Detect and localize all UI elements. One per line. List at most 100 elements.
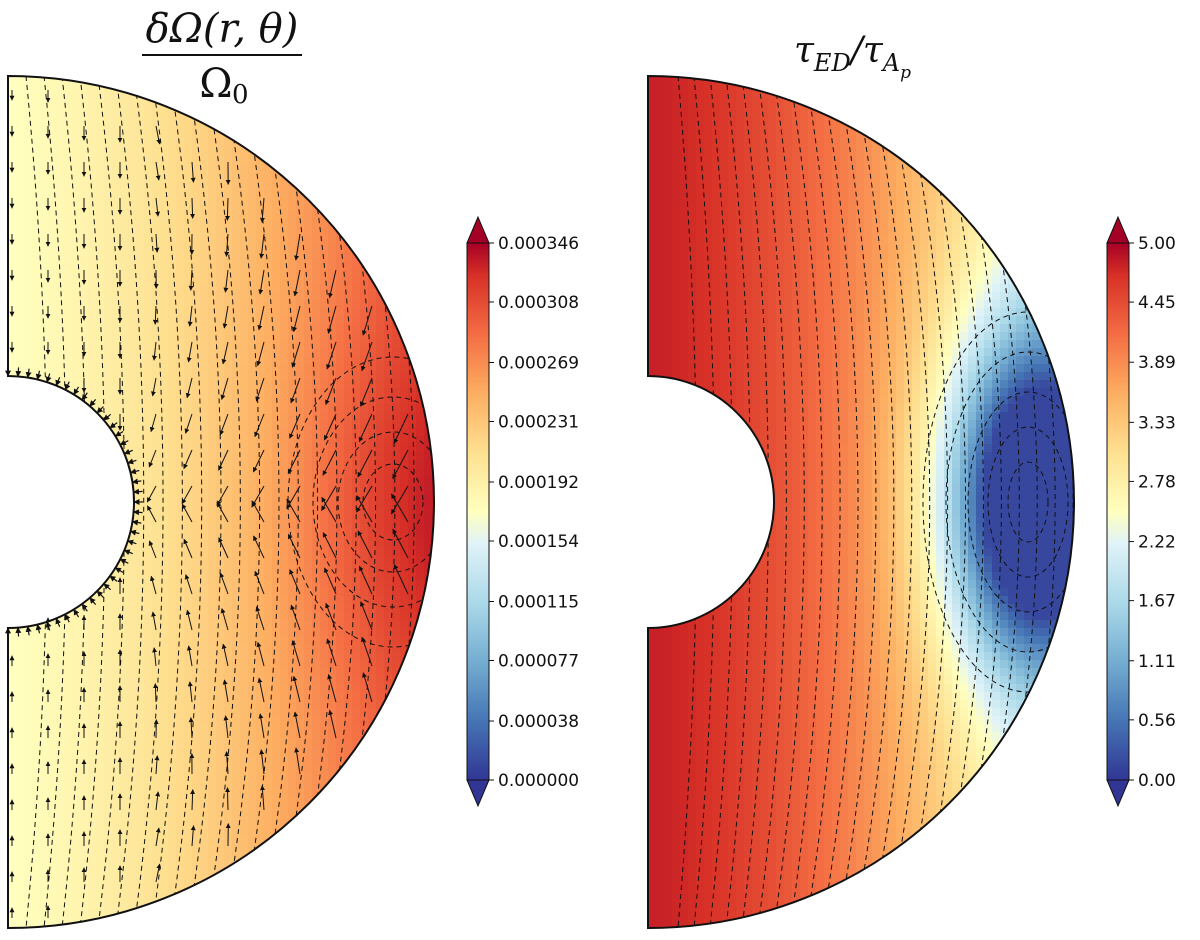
field-cell — [104, 172, 113, 181]
field-cell — [344, 508, 353, 517]
field-cell — [256, 612, 265, 621]
field-cell — [272, 636, 281, 645]
field-cell — [304, 708, 313, 717]
field-cell — [272, 196, 281, 205]
field-cell — [408, 476, 417, 485]
field-cell — [144, 612, 153, 621]
field-cell — [192, 820, 201, 829]
field-cell — [264, 292, 273, 301]
field-cell — [64, 636, 73, 645]
field-cell — [40, 92, 49, 101]
field-cell — [32, 828, 41, 837]
field-cell — [64, 164, 73, 173]
field-cell — [24, 700, 33, 709]
field-cell — [376, 580, 385, 589]
field-cell — [208, 412, 217, 421]
field-cell — [344, 668, 353, 677]
field-cell — [832, 124, 841, 133]
field-cell — [88, 884, 97, 893]
field-cell — [888, 188, 897, 197]
field-cell — [288, 236, 297, 245]
field-cell — [224, 268, 233, 277]
field-cell — [32, 172, 41, 181]
field-cell — [48, 684, 57, 693]
field-cell — [64, 860, 73, 869]
field-cell — [200, 836, 209, 845]
field-cell — [8, 380, 17, 389]
field-cell — [152, 412, 161, 421]
field-cell — [112, 724, 121, 733]
field-cell — [136, 564, 145, 573]
field-cell — [96, 204, 105, 213]
field-cell — [312, 564, 321, 573]
field-cell — [192, 596, 201, 605]
field-cell — [40, 820, 49, 829]
field-cell — [720, 148, 729, 157]
field-cell — [96, 388, 105, 397]
field-cell — [272, 684, 281, 693]
field-cell — [32, 132, 41, 141]
field-cell — [248, 164, 257, 173]
field-cell — [224, 356, 233, 365]
velocity-arrow — [328, 709, 337, 739]
field-cell — [64, 188, 73, 197]
field-cell — [144, 348, 153, 357]
field-cell — [656, 172, 665, 181]
field-cell — [160, 260, 169, 269]
field-cell — [304, 532, 313, 541]
field-cell — [40, 180, 49, 189]
field-cell — [16, 84, 25, 93]
field-cell — [48, 756, 57, 765]
field-cell — [136, 220, 145, 229]
field-cell — [112, 820, 121, 829]
field-cell — [32, 812, 41, 821]
field-cell — [728, 132, 737, 141]
field-cell — [88, 716, 97, 725]
field-cell — [88, 652, 97, 661]
field-cell — [232, 212, 241, 221]
field-cell — [184, 212, 193, 221]
field-cell — [120, 732, 129, 741]
field-cell — [64, 84, 73, 93]
field-cell — [360, 708, 369, 717]
field-cell — [416, 500, 425, 509]
field-cell — [368, 364, 377, 373]
field-cell — [328, 660, 337, 669]
field-cell — [136, 772, 145, 781]
field-cell — [200, 260, 209, 269]
omega-colorbar-tick-label: 0.000115 — [498, 593, 579, 613]
field-cell — [664, 156, 673, 165]
field-cell — [144, 676, 153, 685]
field-cell — [336, 292, 345, 301]
field-cell — [144, 316, 153, 325]
field-cell — [312, 588, 321, 597]
field-cell — [184, 476, 193, 485]
field-cell — [176, 212, 185, 221]
field-cell — [688, 92, 697, 101]
field-cell — [144, 452, 153, 461]
field-cell — [104, 668, 113, 677]
field-cell — [264, 484, 273, 493]
field-cell — [80, 156, 89, 165]
field-cell — [336, 404, 345, 413]
field-cell — [152, 748, 161, 757]
field-cell — [16, 796, 25, 805]
field-cell — [248, 372, 257, 381]
field-cell — [120, 116, 129, 125]
field-cell — [248, 404, 257, 413]
field-cell — [272, 188, 281, 197]
field-cell — [176, 276, 185, 285]
field-cell — [264, 404, 273, 413]
field-cell — [96, 380, 105, 389]
field-cell — [784, 132, 793, 141]
field-cell — [40, 108, 49, 117]
field-cell — [744, 132, 753, 141]
field-cell — [64, 92, 73, 101]
field-cell — [704, 132, 713, 141]
field-cell — [96, 724, 105, 733]
field-cell — [288, 764, 297, 773]
field-cell — [104, 196, 113, 205]
field-cell — [312, 612, 321, 621]
field-cell — [184, 828, 193, 837]
field-cell — [368, 636, 377, 645]
